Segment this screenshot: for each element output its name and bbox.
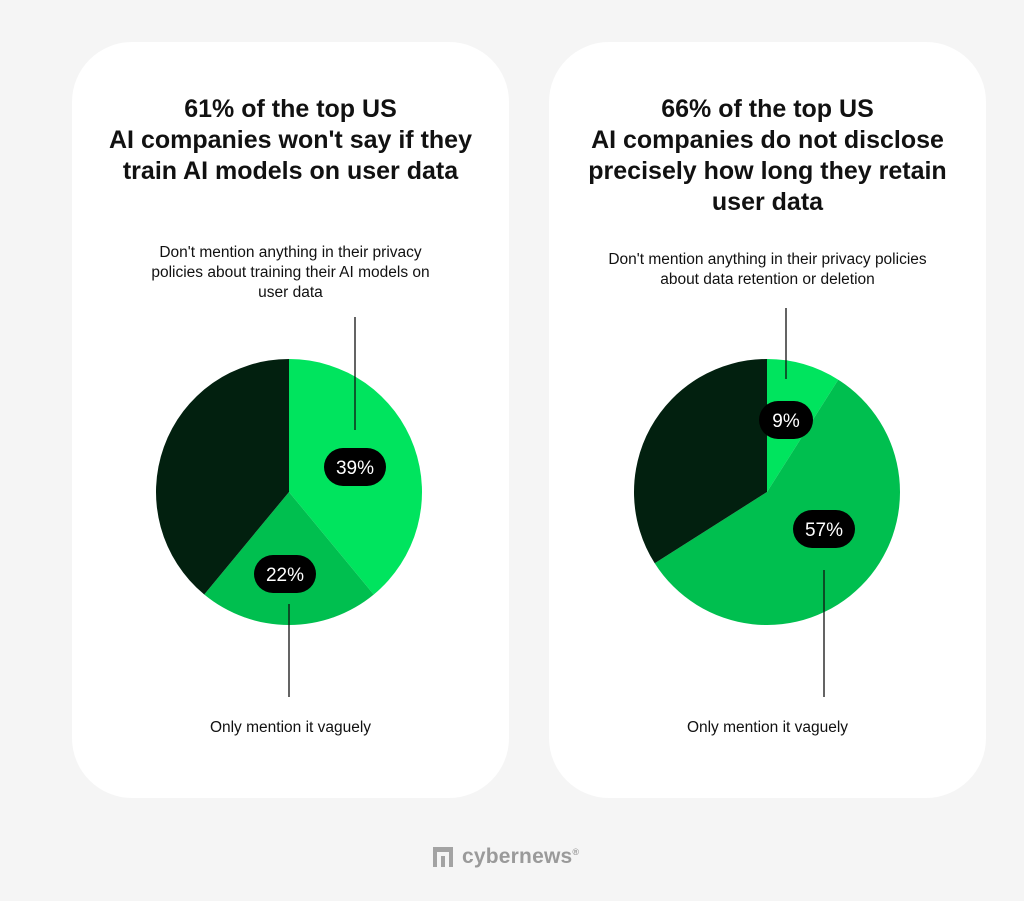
pie-slice [155,359,289,595]
annotation-line: Don't mention anything in their privacy … [608,251,927,268]
value-pill [324,448,386,486]
title-line: AI companies won't say if they [109,126,472,154]
value-pill [759,401,813,439]
pie-chart: 9% 57% [634,308,900,697]
annotation-line: policies about training their AI models … [151,264,430,281]
top-annotation: Don't mention anything in their privacy … [579,250,956,290]
value-pill [793,510,855,548]
pie-slice [654,379,900,625]
bottom-annotation: Only mention it vaguely [686,719,849,736]
title-line: train AI models on user data [122,157,459,185]
pie-chart: 39% 22% [155,317,423,697]
value-pill [254,555,316,593]
cybernews-logo-icon [433,847,453,867]
bottom-annotation: Only mention it vaguely [209,719,372,736]
title-line: precisely how long they retain [588,157,947,185]
data-label: 22% [266,565,304,586]
brand-footer: cybernews® [432,843,579,871]
title-line: user data [711,188,824,216]
annotation-line: Don't mention anything in their privacy [159,244,422,261]
data-label: 39% [336,458,374,479]
data-label: 57% [805,520,843,541]
title-line: 61% of the top US [184,95,397,123]
data-label: 9% [772,411,800,432]
title-line: 66% of the top US [661,95,874,123]
annotation-line: user data [258,284,323,301]
top-annotation: Don't mention anything in their privacy … [102,243,479,303]
brand-name: cybernews® [462,845,580,868]
chart-card-training: 61% of the top US AI companies won't say… [72,42,509,798]
annotation-line: about data retention or deletion [660,271,875,288]
title-line: AI companies do not disclose [591,126,944,154]
pie-slice [634,359,767,564]
chart-title: 66% of the top US AI companies do not di… [569,94,966,218]
chart-card-retention: 66% of the top US AI companies do not di… [549,42,986,798]
chart-title: 61% of the top US AI companies won't say… [92,94,489,187]
